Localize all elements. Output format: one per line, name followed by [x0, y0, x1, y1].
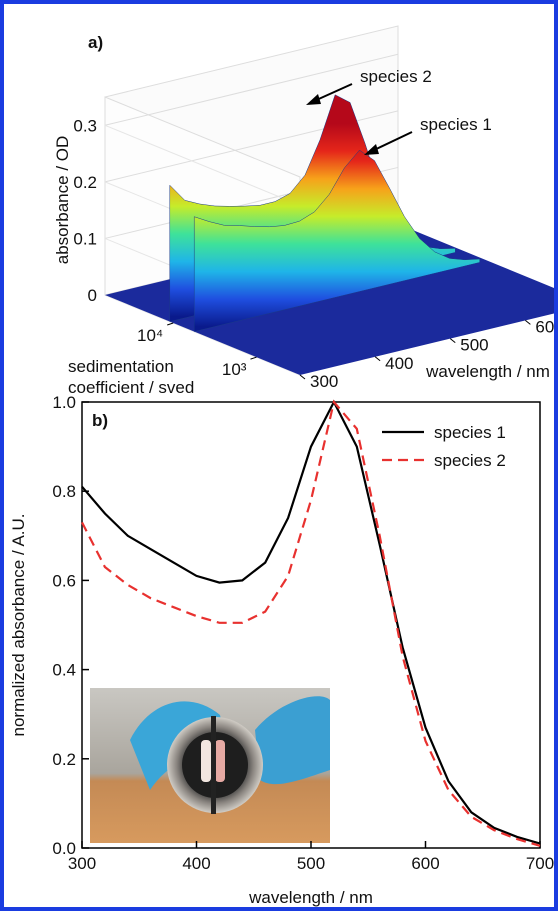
annotation: species 1 — [420, 115, 492, 134]
annotation: species 2 — [360, 67, 432, 86]
y-axis-label: sedimentation coefficient / sved — [68, 357, 195, 397]
legend-label: species 1 — [434, 423, 506, 442]
x-axis-label: wavelength / nm — [425, 362, 550, 381]
grid-line — [104, 53, 399, 126]
x-tick-label: 500 — [460, 336, 488, 355]
x-tick-label: 600 — [411, 854, 439, 873]
y-tick-label: 0.2 — [52, 750, 76, 769]
panel-b: 0.0 0.2 0.4 0.6 0.8 1.0 300 400 500 600 700 species… — [52, 393, 554, 873]
y-tick-label: 0.4 — [52, 661, 76, 680]
tick-mark — [299, 374, 306, 380]
series-line — [81, 399, 541, 847]
tick-mark — [374, 356, 381, 362]
z-axis-label: absorbance / OD — [53, 136, 72, 265]
x-tick-label: 500 — [297, 854, 325, 873]
inset-photo — [90, 688, 330, 843]
tick-mark — [525, 319, 531, 325]
tick-mark — [250, 356, 257, 360]
x-tick-label: 400 — [182, 854, 210, 873]
y-tick-label: 0.8 — [52, 482, 76, 501]
tick-mark — [449, 338, 456, 343]
y-tick-label: 10⁴ — [137, 326, 163, 345]
x-tick-label: 400 — [385, 354, 413, 373]
panel-a-title: a) — [88, 33, 103, 52]
x-tick-label: 700 — [526, 854, 554, 873]
z-tick-label: 0 — [88, 286, 97, 305]
surface-ridge — [193, 149, 480, 332]
x-tick-label: 300 — [68, 854, 96, 873]
y-axis-label: normalized absorbance / A.U. — [9, 513, 28, 736]
panel-a: 0 0.1 0.2 0.3 300 400 500 600 10³ 10⁴ — [73, 25, 554, 391]
y-tick-label: 10³ — [222, 360, 247, 379]
x-tick-label: 600 — [535, 317, 554, 336]
x-axis-label: wavelength / nm — [248, 888, 373, 907]
chart: a) absorbance / OD wavelength / nm 00.10… — [9, 25, 554, 907]
arrow-head — [306, 94, 321, 105]
y-tick-label: 0.0 — [52, 839, 76, 858]
y-tick-label: 0.6 — [52, 571, 76, 590]
z-tick-label: 0.1 — [73, 229, 97, 248]
legend-label: species 2 — [434, 451, 506, 470]
x-tick-label: 300 — [310, 372, 338, 391]
series-line — [81, 399, 541, 845]
arrow-head — [364, 144, 379, 155]
grid-line — [104, 124, 301, 206]
z-tick-label: 0.3 — [73, 116, 97, 135]
panel-b-title: b) — [92, 411, 108, 430]
tick-mark — [167, 322, 174, 326]
z-tick-label: 0.2 — [73, 173, 97, 192]
y-tick-label: 1.0 — [52, 393, 76, 412]
